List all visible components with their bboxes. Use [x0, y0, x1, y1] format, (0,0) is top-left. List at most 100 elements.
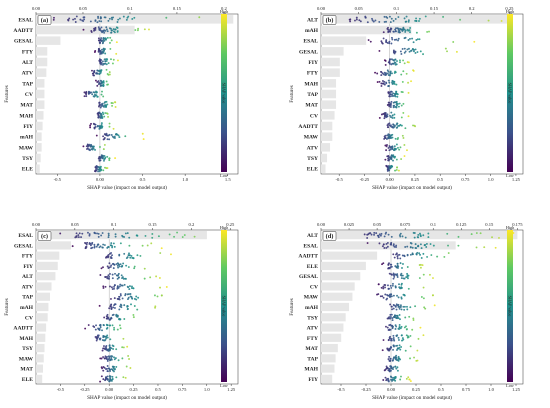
feature-label: ELE: [307, 264, 318, 270]
shap-point: [123, 283, 126, 286]
shap-point: [399, 61, 401, 64]
top-tick-label: 0.25: [226, 222, 235, 227]
shap-point: [388, 367, 391, 370]
shap-point: [106, 324, 109, 327]
feature-label: CV: [25, 315, 33, 321]
shap-point: [113, 287, 115, 290]
shap-point: [391, 72, 393, 75]
shap-point: [129, 256, 132, 259]
feature-row: ALT: [307, 231, 518, 240]
shap-point: [128, 358, 131, 360]
shap-point: [380, 286, 383, 289]
feature-label: MAT: [20, 103, 33, 109]
shap-point: [136, 308, 139, 311]
shap-point: [444, 47, 447, 50]
feature-label: ALT: [22, 274, 33, 280]
shap-point: [381, 263, 383, 266]
shap-point: [419, 253, 421, 256]
shap-point: [421, 264, 424, 267]
shap-point: [105, 59, 108, 62]
bottom-tick-label: 0.5: [140, 177, 146, 182]
shap-point: [403, 47, 406, 50]
importance-bar: [36, 79, 45, 88]
shap-point: [394, 169, 397, 172]
shap-point: [94, 169, 97, 172]
importance-bar: [321, 343, 338, 353]
shap-point: [102, 335, 105, 338]
shap-point: [158, 277, 161, 279]
shap-point: [119, 242, 122, 245]
shap-point: [72, 18, 75, 21]
x-axis-label: SHAP value (impact on model output): [372, 184, 452, 191]
shap-point: [381, 245, 384, 248]
shap-point: [109, 305, 112, 308]
shap-point: [406, 254, 409, 257]
shap-point: [396, 276, 399, 278]
top-tick-label: 0.075: [400, 222, 411, 227]
top-tick-label: 0.00: [317, 6, 326, 11]
importance-bar: [321, 89, 337, 99]
shap-point: [415, 31, 418, 34]
shap-point: [402, 277, 405, 280]
shap-point: [99, 59, 102, 61]
shap-point: [391, 359, 394, 362]
bottom-tick-label: 0.5: [438, 387, 444, 392]
shap-point: [107, 274, 110, 277]
shap-point: [400, 90, 403, 93]
shap-point: [391, 317, 394, 320]
shap-point: [113, 358, 116, 361]
bottom-tick-label: -0.25: [361, 387, 371, 392]
shap-point: [98, 156, 101, 158]
shap-point: [378, 20, 381, 23]
shap-point: [394, 328, 397, 330]
shap-point: [406, 149, 408, 152]
shap-point: [107, 355, 110, 358]
shap-point: [111, 314, 114, 317]
shap-point: [101, 115, 103, 118]
shap-point: [113, 297, 116, 300]
shap-point: [392, 101, 395, 104]
feature-row: FTY: [307, 68, 415, 77]
shap-point: [129, 293, 132, 295]
importance-bar: [321, 261, 366, 271]
shap-point: [136, 29, 139, 32]
shap-point: [128, 288, 131, 291]
shap-point: [415, 39, 418, 41]
shap-point: [392, 334, 395, 337]
shap-point: [109, 359, 112, 362]
top-tick-label: 0.05: [71, 222, 80, 227]
shap-point: [84, 92, 87, 95]
top-tick-label: 0.1: [430, 222, 436, 227]
panel-c: ESAL GESAL FTY FIY ALT ATV TAP mAH CV AADTT MAH TSY…: [4, 222, 239, 401]
shap-point: [146, 244, 149, 247]
shap-point: [414, 247, 417, 249]
shap-point: [398, 344, 401, 347]
feature-label: ESAL: [303, 39, 318, 45]
shap-point: [382, 285, 385, 288]
shap-point: [108, 348, 111, 351]
top-tick-label: 0.2: [189, 222, 195, 227]
shap-point: [105, 337, 108, 340]
shap-point: [402, 137, 405, 139]
shap-point: [394, 305, 397, 308]
shap-point: [94, 19, 97, 22]
shap-point: [388, 81, 391, 84]
shap-point: [395, 123, 398, 126]
shap-point: [400, 158, 403, 160]
shap-point: [102, 95, 105, 98]
shap-point: [165, 16, 168, 19]
shap-point: [103, 159, 105, 162]
shap-point: [106, 73, 109, 75]
shap-point: [393, 80, 396, 83]
shap-point: [110, 286, 113, 289]
shap-point: [102, 369, 105, 372]
shap-point: [121, 346, 124, 349]
feature-label: MAW: [304, 135, 319, 141]
shap-point: [100, 125, 103, 128]
shap-point: [104, 166, 106, 169]
shap-point: [379, 234, 382, 237]
shap-point: [402, 305, 405, 308]
shap-point: [143, 28, 146, 31]
shap-point: [394, 324, 397, 327]
shap-point: [108, 357, 111, 359]
